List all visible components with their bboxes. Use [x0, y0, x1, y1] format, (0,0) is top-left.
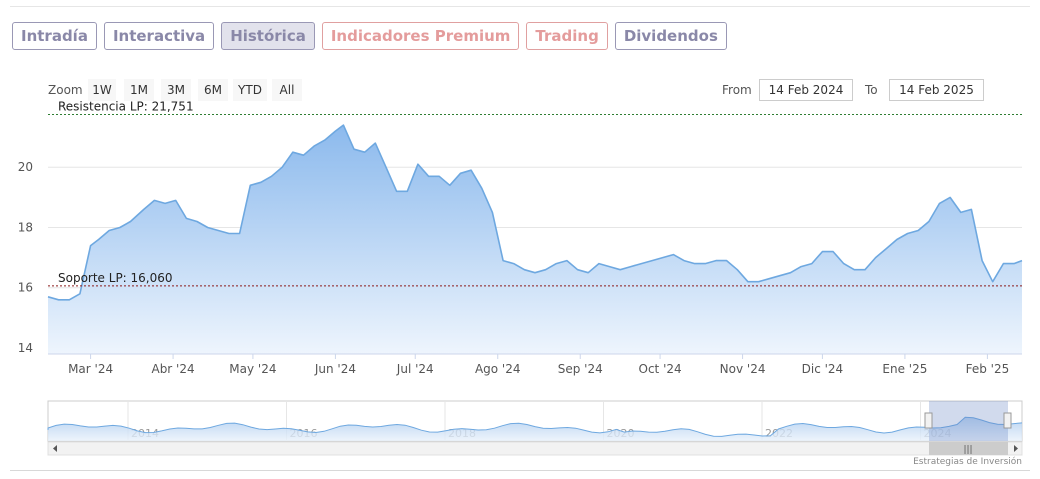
navigator-line [47, 416, 1023, 437]
zoom-ytd-button[interactable]: YTD [233, 79, 267, 101]
chart-credit: Estrategias de Inversión [913, 457, 1022, 467]
from-label: From [722, 83, 752, 97]
x-tick-label: Sep '24 [558, 362, 603, 376]
x-tick-label: Abr '24 [151, 362, 194, 376]
scrollbar-grip-icon: ||| [963, 445, 972, 455]
x-tick-label: Jun '24 [314, 362, 356, 376]
to-date-input[interactable]: 14 Feb 2025 [889, 79, 984, 101]
x-tick-label: May '24 [229, 362, 276, 376]
tab-intradia[interactable]: Intradía [12, 22, 97, 50]
zoom-label: Zoom [48, 83, 83, 97]
series-area [48, 125, 1022, 354]
tab-trading[interactable]: Trading [526, 22, 608, 50]
scrollbar-track[interactable] [47, 441, 1023, 456]
to-label: To [865, 83, 878, 97]
from-date-input[interactable]: 14 Feb 2024 [759, 79, 853, 101]
y-tick-label: 18 [18, 220, 33, 234]
x-tick-label: Jul '24 [396, 362, 434, 376]
x-tick-label: Mar '24 [68, 362, 113, 376]
tab-historica[interactable]: Histórica [221, 22, 315, 50]
navigator-selection [929, 401, 1008, 441]
scroll-left-icon[interactable] [53, 445, 57, 452]
navigator-left-handle[interactable] [924, 412, 933, 429]
zoom-1w-button[interactable]: 1W [88, 79, 116, 101]
y-tick-label: 14 [18, 341, 33, 355]
x-tick-label: Dic '24 [802, 362, 844, 376]
y-tick-label: 16 [18, 281, 33, 295]
top-divider [10, 6, 1030, 7]
resistance-label: Resistencia LP: 21,751 [58, 99, 194, 113]
chart-tabs: Intradía Interactiva Histórica Indicador… [12, 22, 727, 50]
navigator-right-handle[interactable] [1003, 412, 1012, 429]
zoom-all-button[interactable]: All [272, 79, 302, 101]
navigator-area [48, 417, 1022, 441]
scrollbar-thumb[interactable] [929, 442, 1008, 455]
series-line [47, 124, 1023, 301]
bottom-divider [10, 470, 1030, 471]
x-tick-label: Ene '25 [882, 362, 927, 376]
y-tick-label: 20 [18, 160, 33, 174]
zoom-1m-button[interactable]: 1M [124, 79, 154, 101]
tab-indicadores-premium[interactable]: Indicadores Premium [321, 22, 520, 50]
zoom-6m-button[interactable]: 6M [198, 79, 228, 101]
zoom-3m-button[interactable]: 3M [161, 79, 191, 101]
x-tick-label: Ago '24 [475, 362, 521, 376]
x-tick-label: Nov '24 [720, 362, 766, 376]
scroll-right-icon[interactable] [1014, 445, 1018, 452]
tab-interactiva[interactable]: Interactiva [103, 22, 215, 50]
tab-dividendos[interactable]: Dividendos [614, 22, 727, 50]
x-tick-label: Oct '24 [639, 362, 682, 376]
support-label: Soporte LP: 16,060 [58, 271, 173, 285]
x-tick-label: Feb '25 [966, 362, 1010, 376]
